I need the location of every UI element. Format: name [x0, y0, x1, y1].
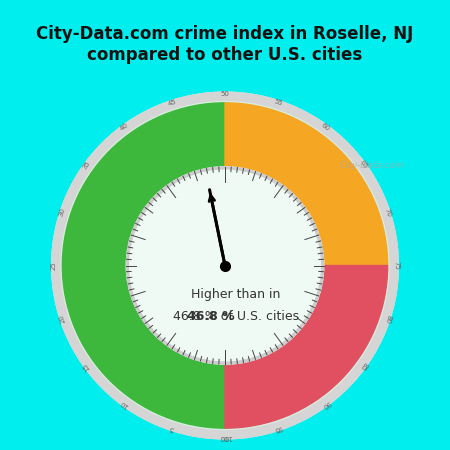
Text: City-Data.com crime index in Roselle, NJ
compared to other U.S. cities: City-Data.com crime index in Roselle, NJ…	[36, 25, 414, 64]
Wedge shape	[63, 103, 225, 428]
Text: 40: 40	[119, 122, 130, 132]
Text: 90: 90	[320, 399, 331, 409]
Text: 46.8 % of U.S. cities: 46.8 % of U.S. cities	[173, 310, 299, 323]
Text: 15: 15	[81, 361, 91, 372]
Text: 80: 80	[384, 313, 392, 324]
Circle shape	[112, 152, 338, 379]
Wedge shape	[225, 266, 387, 428]
Wedge shape	[225, 103, 387, 266]
Text: 5: 5	[169, 425, 175, 432]
Text: 46.8 %: 46.8 %	[186, 310, 234, 323]
Text: 35: 35	[81, 159, 91, 170]
Text: 10: 10	[119, 399, 130, 409]
Text: 50: 50	[220, 91, 230, 97]
Text: 55: 55	[273, 99, 283, 107]
Text: 95: 95	[273, 424, 283, 432]
Text: Higher than in: Higher than in	[191, 288, 280, 302]
Circle shape	[126, 167, 324, 364]
Wedge shape	[52, 92, 398, 439]
Text: 25: 25	[51, 261, 57, 270]
Circle shape	[52, 92, 398, 439]
Text: City-Data.com: City-Data.com	[334, 161, 404, 170]
Text: 45: 45	[167, 99, 177, 107]
Text: 75: 75	[393, 261, 399, 270]
Text: 60: 60	[320, 122, 331, 132]
Text: 65: 65	[359, 159, 369, 170]
Wedge shape	[126, 167, 324, 364]
Text: 70: 70	[384, 207, 392, 218]
Text: 30: 30	[58, 207, 66, 218]
Text: 0: 0	[223, 434, 227, 440]
Text: 85: 85	[359, 361, 369, 372]
Text: 20: 20	[58, 313, 66, 324]
Text: 100: 100	[218, 434, 232, 440]
